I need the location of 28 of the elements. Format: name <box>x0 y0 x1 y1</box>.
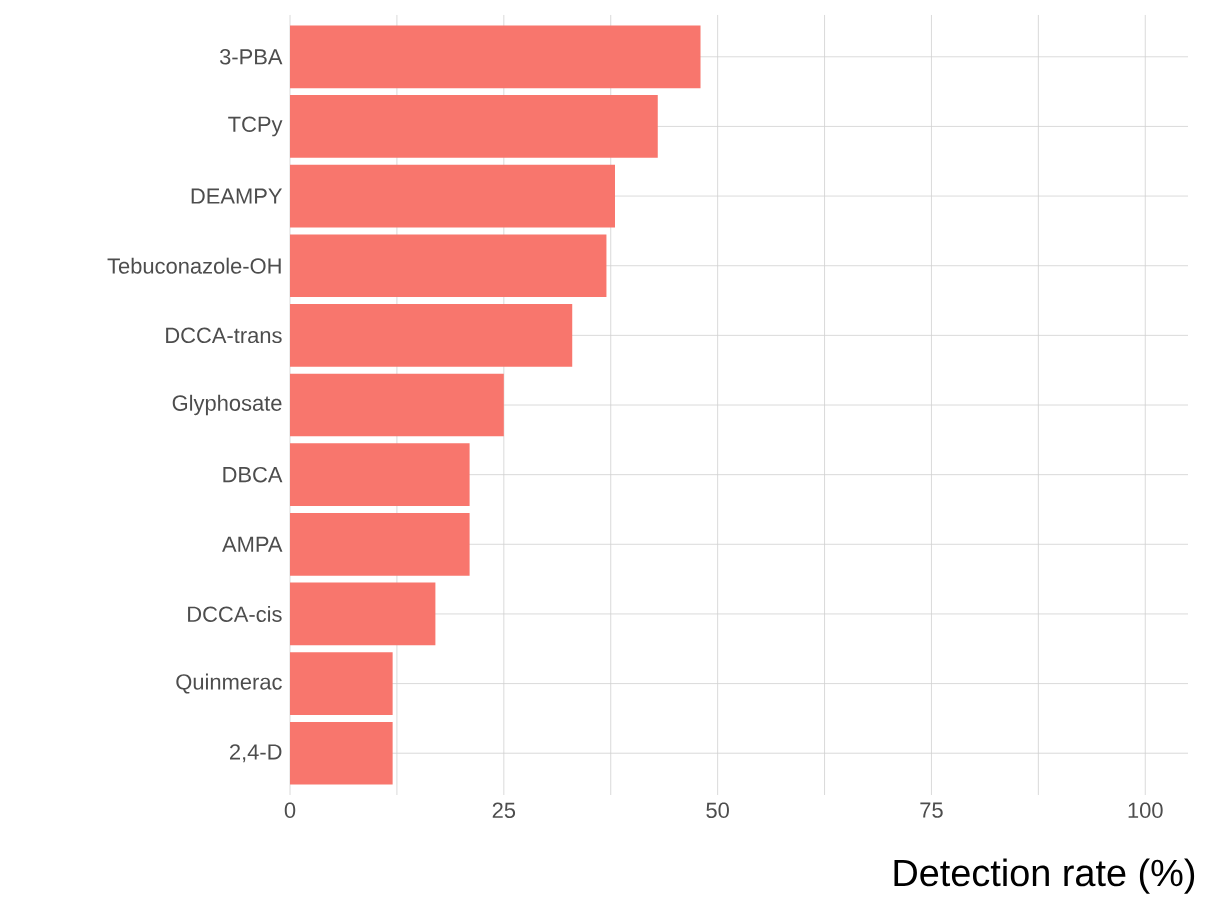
x-tick-label: 0 <box>284 802 296 819</box>
y-tick-label: DEAMPY <box>191 188 282 204</box>
y-tick-label: DCCA-trans <box>166 327 282 344</box>
y-tick-label: DBCA <box>223 466 283 483</box>
bar <box>290 512 470 576</box>
y-tick-label: 3-PBA <box>219 49 283 65</box>
y-tick-label: 2,4-D <box>229 744 282 763</box>
bar <box>290 234 607 298</box>
bar <box>290 95 658 158</box>
y-tick-label: DCCA-cis <box>188 605 282 622</box>
bar <box>290 582 436 646</box>
bar <box>290 652 393 715</box>
x-tick-label: 50 <box>706 802 729 819</box>
x-axis-title: Detection rate (%) <box>894 858 1195 894</box>
y-tick-label: AMPA <box>222 536 283 552</box>
bar <box>290 373 504 437</box>
y-tick-label: Tebuconazole-OH <box>107 257 281 274</box>
x-tick-label: 100 <box>1128 802 1163 819</box>
bar <box>290 25 701 89</box>
bar <box>290 443 470 506</box>
bar <box>290 164 615 228</box>
y-tick-label: Quinmerac <box>176 673 282 694</box>
bar <box>290 721 393 785</box>
y-tick-label: Glyphosate <box>172 394 282 416</box>
x-tick-label: 25 <box>492 802 516 819</box>
x-tick-label: 75 <box>920 802 943 818</box>
y-tick-label: TCPy <box>228 116 283 137</box>
bar <box>290 304 573 367</box>
